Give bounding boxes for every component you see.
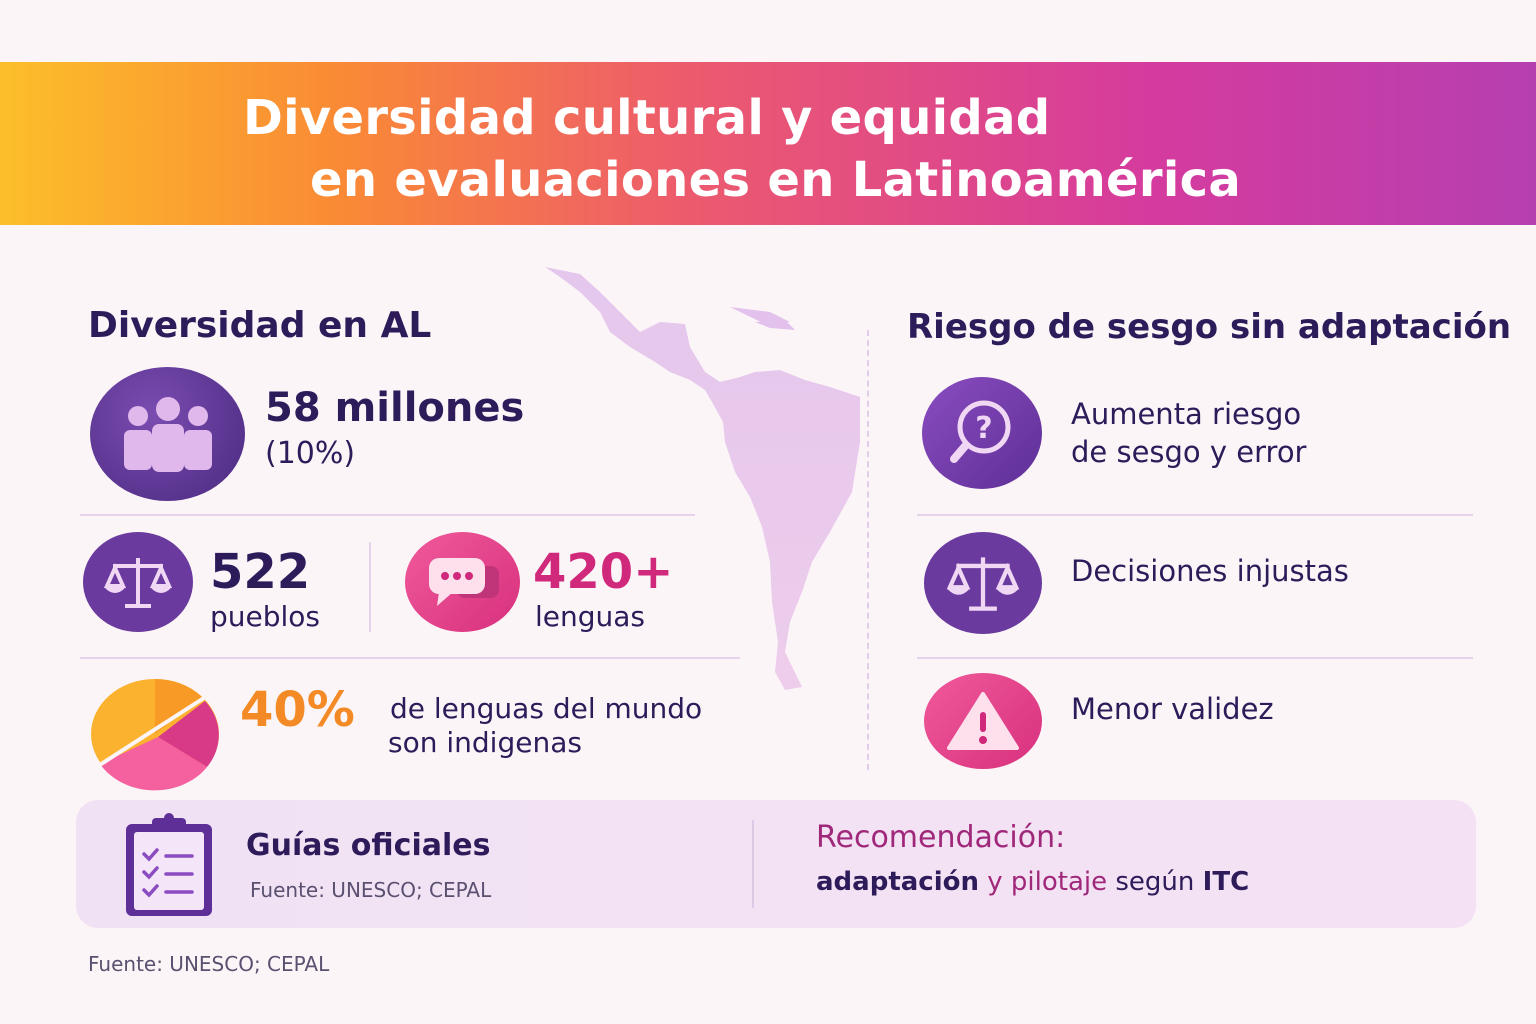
speech-bubbles-icon [405,532,520,632]
guides-source: Fuente: UNESCO; CEPAL [250,878,492,902]
world-line-1: de lenguas del mundo [390,692,703,725]
divider [752,820,754,908]
warning-icon [924,673,1042,769]
peoples-value: 522 [210,544,311,600]
languages-label: lenguas [535,600,646,633]
divider [917,514,1473,516]
pie-chart-icon [91,679,219,791]
population-percent: (10%) [265,436,356,471]
header-banner: Diversidad cultural y equidad en evaluac… [0,62,1536,225]
recommendation-title: Recomendación: [816,820,1066,855]
risk-item-3: Menor validez [1071,692,1274,726]
peoples-label: pueblos [210,600,321,633]
divider [917,657,1473,659]
right-heading: Riesgo de sesgo sin adaptación [907,307,1512,347]
vertical-divider [867,330,869,770]
divider [80,514,695,516]
footer-source: Fuente: UNESCO; CEPAL [88,952,330,976]
recommendation-text: adaptación y pilotaje según ITC [816,867,1250,897]
divider [80,657,740,659]
scale-icon [83,532,193,632]
magnifier-question-icon: ? [922,377,1042,489]
world-value: 40% [240,682,355,738]
world-line-2: son indigenas [388,726,582,759]
people-icon [90,367,245,501]
left-heading: Diversidad en AL [88,305,432,346]
latin-america-map [545,267,860,690]
languages-value: 420+ [533,544,674,600]
population-value: 58 millones [265,385,525,431]
bottom-panel: Guías oficiales Fuente: UNESCO; CEPAL Re… [76,800,1476,928]
title-line-1: Diversidad cultural y equidad [243,90,1051,146]
divider [369,542,371,632]
title-line-2: en evaluaciones en Latinoamérica [310,152,1242,208]
guides-title: Guías oficiales [246,828,491,863]
risk-item-1: Aumenta riesgo de sesgo y error [1071,397,1307,469]
scale-icon [924,532,1042,634]
risk-item-2: Decisiones injustas [1071,554,1349,588]
clipboard-checklist-icon [126,813,212,916]
svg-text:?: ? [975,411,992,446]
